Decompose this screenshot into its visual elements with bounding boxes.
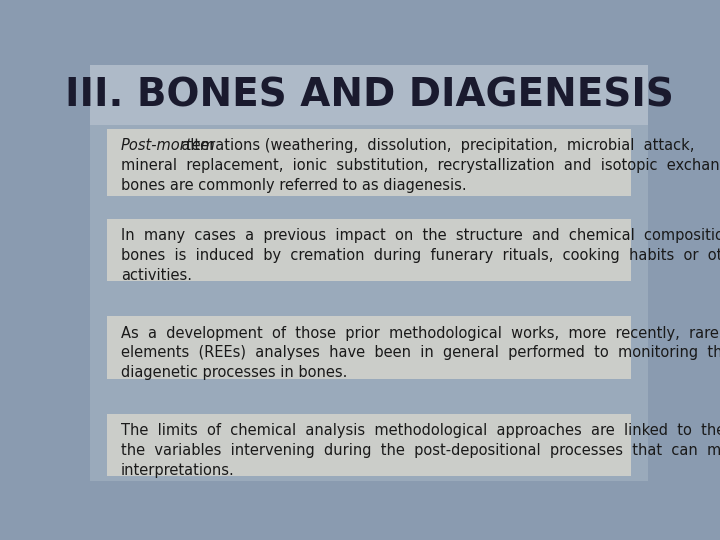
Bar xyxy=(90,65,648,125)
Text: mineral  replacement,  ionic  substitution,  recrystallization  and  isotopic  e: mineral replacement, ionic substitution,… xyxy=(121,158,720,173)
Text: interpretations.: interpretations. xyxy=(121,463,235,478)
Text: Post-mortem: Post-mortem xyxy=(121,138,215,153)
FancyBboxPatch shape xyxy=(107,316,631,379)
FancyBboxPatch shape xyxy=(107,414,631,476)
Text: diagenetic processes in bones.: diagenetic processes in bones. xyxy=(121,366,347,380)
Text: activities.: activities. xyxy=(121,268,192,283)
FancyBboxPatch shape xyxy=(107,129,631,196)
Text: In  many  cases  a  previous  impact  on  the  structure  and  chemical  composi: In many cases a previous impact on the s… xyxy=(121,228,720,243)
FancyBboxPatch shape xyxy=(107,219,631,281)
Text: bones  is  induced  by  cremation  during  funerary  rituals,  cooking  habits  : bones is induced by cremation during fun… xyxy=(121,248,720,263)
Text: The  limits  of  chemical  analysis  methodological  approaches  are  linked  to: The limits of chemical analysis methodol… xyxy=(121,423,720,438)
Text: III. BONES AND DIAGENESIS: III. BONES AND DIAGENESIS xyxy=(65,77,673,115)
Text: bones are commonly referred to as diagenesis.: bones are commonly referred to as diagen… xyxy=(121,178,467,193)
Text: alterations (weathering,  dissolution,  precipitation,  microbial  attack,: alterations (weathering, dissolution, pr… xyxy=(171,138,694,153)
Text: the  variables  intervening  during  the  post-depositional  processes  that  ca: the variables intervening during the pos… xyxy=(121,443,720,458)
Text: elements  (REEs)  analyses  have  been  in  general  performed  to  monitoring  : elements (REEs) analyses have been in ge… xyxy=(121,346,720,361)
Text: As  a  development  of  those  prior  methodological  works,  more  recently,  r: As a development of those prior methodol… xyxy=(121,326,720,341)
